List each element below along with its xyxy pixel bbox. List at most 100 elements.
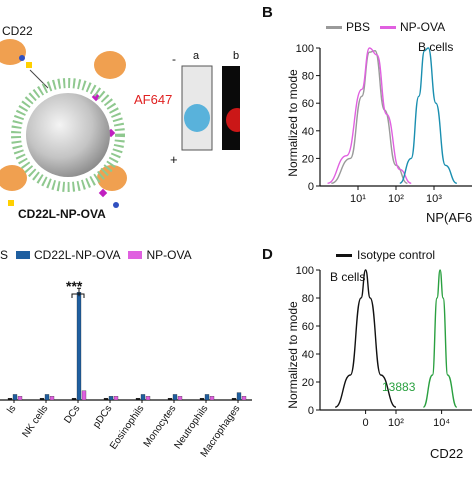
panel-d: Isotype control 0 20 40 60 80 100 0 10² 10⁴ B ce… (280, 240, 474, 474)
category-label: Eosinophils (108, 403, 146, 451)
category-label: NK cells (20, 403, 50, 439)
category-label: DCs (62, 403, 82, 425)
legend-np-ova: NP-OVA (380, 20, 445, 34)
panel-d-legend: Isotype control (336, 248, 435, 262)
bar-cd22l (108, 396, 114, 401)
bar-s (39, 397, 45, 401)
panel-d-xtick-label: 0 (363, 417, 369, 429)
bar-cd22l (76, 292, 82, 401)
legend-np-ova-label: NP-OVA (400, 20, 446, 34)
gel-lane-b (222, 66, 252, 150)
legend-isotype-swatch (336, 253, 352, 257)
legend-c-cd22l-swatch (16, 251, 31, 259)
af647-label: AF647 (134, 92, 173, 107)
ligand-chains (8, 55, 119, 208)
panel-label-b: B (262, 4, 273, 21)
panel-d-ytick-label: 0 (308, 405, 314, 417)
panel-d-mfi-label: 13883 (382, 380, 416, 394)
significance-marker: *** (66, 278, 83, 294)
panel-a-illustration (0, 39, 252, 208)
legend-c-npova-swatch (128, 251, 143, 259)
panel-d-xtick-label: 10² (388, 417, 404, 429)
bar-npova (177, 396, 183, 401)
panel-d-ytick-label: 20 (302, 377, 314, 389)
bar-npova (49, 396, 55, 401)
panel-d-ytick-label: 80 (302, 293, 314, 305)
panel-d-histogram: 0 20 40 60 80 100 0 10² 10⁴ (296, 265, 472, 429)
bar-s (7, 397, 13, 401)
bar-cd22l (140, 394, 146, 401)
panel-b-legend: PBS NP-OVA (326, 20, 445, 34)
bar-npova (241, 396, 247, 401)
bar-cd22l (12, 394, 18, 401)
nanoparticle-sphere (26, 93, 110, 177)
panel-b-xtick-label: 10¹ (350, 193, 366, 205)
panel-b-ytick-label: 20 (302, 153, 314, 165)
gel-minus-label: - (172, 52, 176, 66)
panel-d-xtick-label: 10⁴ (433, 417, 450, 429)
panel-c-legend: S CD22L-NP-OVA NP-OVA (0, 248, 192, 262)
panel-b-ylabel: Normalized to mode (286, 69, 300, 177)
panel-b-cells-label: B cells (418, 40, 454, 54)
panel-d-ytick-label: 40 (302, 349, 314, 361)
legend-isotype-label: Isotype control (357, 248, 436, 262)
legend-pbs-label: PBS (346, 20, 371, 34)
category-label: pDCs (91, 403, 114, 430)
panel-b-line-cd22l (399, 47, 458, 184)
bar-s (167, 397, 173, 401)
cd22-label: CD22 (2, 24, 33, 38)
panel-b-line-np-ova (327, 47, 412, 184)
panel-b-xtick-label: 10² (388, 193, 404, 205)
panel-d-ytick-label: 60 (302, 321, 314, 333)
panel-b: 0 20 40 60 80 100 10¹ 10² 10³ PBS NP-OVA B cells… (280, 18, 474, 230)
legend-c-cd22l: CD22L-NP-OVA (16, 248, 120, 262)
gel-plus-label: + (170, 152, 178, 167)
bar-npova (17, 396, 23, 401)
construct-label: CD22L-NP-OVA (18, 207, 106, 221)
bar-cd22l (44, 394, 50, 401)
panel-d-line-cd22 (422, 269, 458, 408)
bar-s (103, 397, 109, 401)
panel-b-ytick-label: 60 (302, 98, 314, 110)
legend-np-ova-swatch (380, 25, 397, 29)
panel-b-histogram: 0 20 40 60 80 100 10¹ 10² 10³ (296, 43, 472, 205)
bar-cd22l (236, 392, 242, 401)
significance-bracket (71, 293, 85, 298)
bar-cd22l (204, 394, 210, 401)
panel-b-ytick-label: 40 (302, 126, 314, 138)
legend-pbs-swatch (326, 25, 342, 29)
gel-lane-b-label: b (233, 50, 240, 62)
legend-pbs: PBS (326, 20, 370, 34)
bar-s (71, 397, 77, 401)
panel-d-line-isotype (334, 269, 397, 408)
gel-lane-a-label: a (193, 50, 200, 62)
legend-c-npova: NP-OVA (128, 248, 192, 262)
panel-d-cells-label: B cells (330, 270, 366, 284)
panel-b-xlabel: NP(AF6 (426, 210, 473, 225)
ovalbumin-top-left (0, 39, 26, 65)
panel-d-xlabel: CD22 (430, 446, 464, 461)
panel-b-ytick-label: 100 (296, 43, 314, 55)
legend-c-npova-label: NP-OVA (146, 248, 192, 262)
panel-b-ytick-label: 0 (308, 181, 314, 193)
panel-c: S CD22L-NP-OVA NP-OVA ls NK cells DCs pDCs E… (0, 240, 260, 474)
bar-s (199, 397, 205, 401)
ovalbumin-bottom-left (0, 165, 27, 191)
bar-cd22l (172, 394, 178, 401)
bar-s (135, 397, 141, 401)
ovalbumin-top-right (94, 51, 126, 79)
panel-label-d: D (262, 246, 273, 263)
bar-s (231, 397, 237, 401)
panel-b-ytick-label: 80 (302, 71, 314, 83)
panel-c-bar-chart: ls NK cells DCs pDCsEosinophilsMonocytesNeu… (0, 287, 252, 459)
panel-d-ytick-label: 100 (296, 265, 314, 277)
bar-npova (113, 396, 119, 401)
panel-b-xtick-label: 10³ (426, 193, 442, 205)
bar-npova (145, 396, 151, 401)
outer-coating-ring (11, 78, 125, 192)
category-label: ls (5, 403, 18, 415)
legend-c-cd22l-label: CD22L-NP-OVA (34, 248, 121, 262)
gel-lane-a-band (184, 104, 210, 132)
panel-d-ylabel: Normalized to mode (286, 301, 300, 409)
legend-c-s: S (0, 248, 9, 262)
